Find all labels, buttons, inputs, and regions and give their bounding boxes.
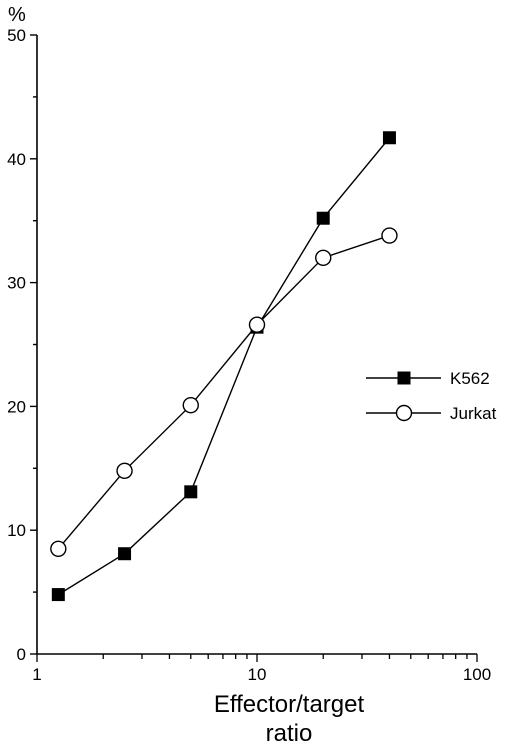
legend-label: Jurkat	[450, 404, 497, 423]
x-tick-label: 10	[248, 665, 267, 684]
data-point	[381, 227, 398, 244]
y-tick-label: 40	[7, 150, 26, 169]
legend-item-k562: K562	[366, 369, 490, 388]
y-tick-label: 10	[7, 521, 26, 540]
x-tick-label: 1	[32, 665, 41, 684]
series-line	[57, 234, 390, 550]
y-axis-label: %	[8, 4, 26, 26]
series-jurkat	[50, 227, 398, 557]
series-k562	[51, 131, 396, 602]
y-tick-label: 0	[17, 645, 26, 664]
data-point	[316, 211, 330, 225]
data-point	[182, 396, 199, 414]
data-point	[51, 588, 65, 602]
series-layer	[50, 131, 398, 602]
data-point	[382, 131, 396, 145]
series-line	[57, 137, 391, 596]
data-point	[248, 316, 266, 333]
legend: K562 Jurkat	[366, 369, 497, 423]
data-point	[50, 540, 67, 557]
x-axis-title-line-2: ratio	[266, 720, 313, 746]
x-axis-title-line-1: Effector/target	[214, 691, 365, 718]
y-tick-label: 30	[7, 274, 26, 293]
data-point	[184, 485, 198, 499]
x-tick-label: 100	[463, 665, 491, 684]
y-tick-label: 20	[7, 397, 26, 416]
legend-marker	[395, 404, 413, 422]
data-point	[118, 547, 132, 561]
legend-item-jurkat: Jurkat	[366, 404, 497, 423]
legend-marker	[397, 371, 411, 385]
legend-label: K562	[450, 369, 490, 388]
y-tick-label: 50	[7, 26, 26, 45]
axes: 0 10 20 30 40 50 1 10 100	[7, 26, 491, 684]
data-point	[116, 462, 133, 479]
data-point	[315, 249, 332, 267]
